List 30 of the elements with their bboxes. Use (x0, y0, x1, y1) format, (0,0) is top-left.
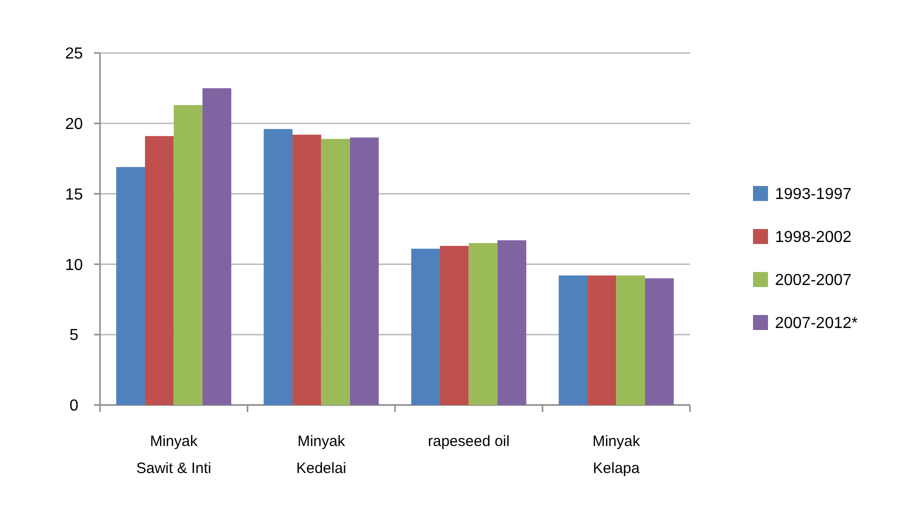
x-tick-label: rapeseed oil (428, 433, 510, 450)
bar (174, 105, 203, 405)
bar (292, 134, 322, 405)
bar (587, 275, 616, 405)
bar (616, 275, 646, 405)
bar (498, 240, 526, 405)
legend-label: 1998-2002 (775, 229, 852, 246)
bar (440, 246, 469, 405)
bar (350, 137, 379, 405)
bar (144, 136, 174, 405)
bar (558, 275, 588, 405)
bar (264, 129, 292, 405)
x-tick-label: Minyak Kelapa (592, 433, 641, 477)
y-tick-label: 15 (65, 186, 83, 204)
bar (116, 167, 145, 405)
bar (321, 138, 350, 405)
legend-label: 2002-2007 (775, 272, 852, 290)
bar (645, 278, 674, 405)
y-tick-label: 20 (65, 116, 83, 133)
legend-label: 2007-2012* (775, 315, 858, 332)
bar (468, 243, 498, 405)
bar (411, 248, 440, 405)
y-tick-label: 5 (70, 327, 79, 344)
bar (202, 88, 232, 405)
y-tick-label: 10 (65, 256, 83, 274)
x-tick-label: Minyak Kedelai (296, 433, 346, 477)
legend-label: 1993-1997 (775, 186, 852, 204)
x-tick-label: Minyak Sawit & Inti (136, 433, 212, 477)
y-tick-label: 25 (65, 46, 83, 63)
y-tick-label: 0 (70, 398, 79, 415)
